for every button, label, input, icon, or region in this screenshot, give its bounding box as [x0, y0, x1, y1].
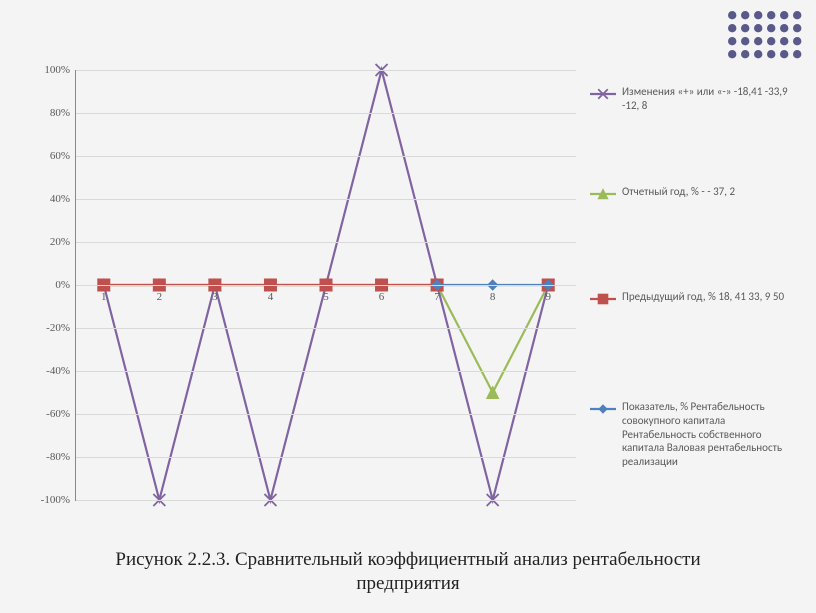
- legend-label: Предыдущий год, % 18, 41 33, 9 50: [622, 290, 800, 304]
- gridline: [76, 500, 576, 501]
- gridline: [76, 199, 576, 200]
- gridline: [76, 414, 576, 415]
- y-tick-label: 80%: [50, 107, 70, 119]
- legend-marker: [590, 402, 616, 416]
- x-tick-label: 6: [379, 291, 385, 303]
- legend-marker: [590, 87, 616, 101]
- gridline: [76, 457, 576, 458]
- caption-line2: предприятия: [356, 573, 459, 594]
- y-tick-label: 40%: [50, 193, 70, 205]
- legend-item: Показатель, % Рентабельность совокупного…: [590, 400, 800, 469]
- y-tick-label: 20%: [50, 236, 70, 248]
- legend-marker: [590, 187, 616, 201]
- x-tick-label: 9: [545, 291, 551, 303]
- x-tick-label: 1: [101, 291, 107, 303]
- x-tick-label: 4: [268, 291, 274, 303]
- y-tick-label: 0%: [55, 279, 70, 291]
- legend-label: Отчетный год, % - - 37, 2: [622, 185, 800, 199]
- decor-dots: [727, 10, 802, 59]
- x-tick-label: 7: [434, 291, 440, 303]
- plot-area: -100%-80%-60%-40%-20%0%20%40%60%80%100%1…: [75, 70, 576, 501]
- x-tick-label: 8: [490, 291, 496, 303]
- y-tick-label: -80%: [46, 451, 70, 463]
- gridline: [76, 113, 576, 114]
- legend-item: Предыдущий год, % 18, 41 33, 9 50: [590, 290, 800, 306]
- y-tick-label: -100%: [41, 494, 70, 506]
- gridline: [76, 285, 576, 286]
- gridline: [76, 371, 576, 372]
- y-tick-label: 100%: [44, 64, 70, 76]
- figure-caption: Рисунок 2.2.3. Сравнительный коэффициент…: [0, 548, 816, 596]
- legend-marker: [590, 292, 616, 306]
- gridline: [76, 156, 576, 157]
- y-tick-label: -20%: [46, 322, 70, 334]
- x-tick-label: 3: [212, 291, 218, 303]
- gridline: [76, 70, 576, 71]
- y-tick-label: -40%: [46, 365, 70, 377]
- legend-item: Изменения «+» или «-» -18,41 -33,9 -12, …: [590, 85, 800, 113]
- gridline: [76, 328, 576, 329]
- chart-container: -100%-80%-60%-40%-20%0%20%40%60%80%100%1…: [20, 70, 796, 540]
- legend-label: Изменения «+» или «-» -18,41 -33,9 -12, …: [622, 85, 800, 113]
- gridline: [76, 242, 576, 243]
- x-tick-label: 5: [323, 291, 329, 303]
- y-tick-label: -60%: [46, 408, 70, 420]
- legend-label: Показатель, % Рентабельность совокупного…: [622, 400, 800, 469]
- caption-line1: Рисунок 2.2.3. Сравнительный коэффициент…: [115, 549, 700, 570]
- legend-item: Отчетный год, % - - 37, 2: [590, 185, 800, 201]
- x-tick-label: 2: [157, 291, 163, 303]
- y-tick-label: 60%: [50, 150, 70, 162]
